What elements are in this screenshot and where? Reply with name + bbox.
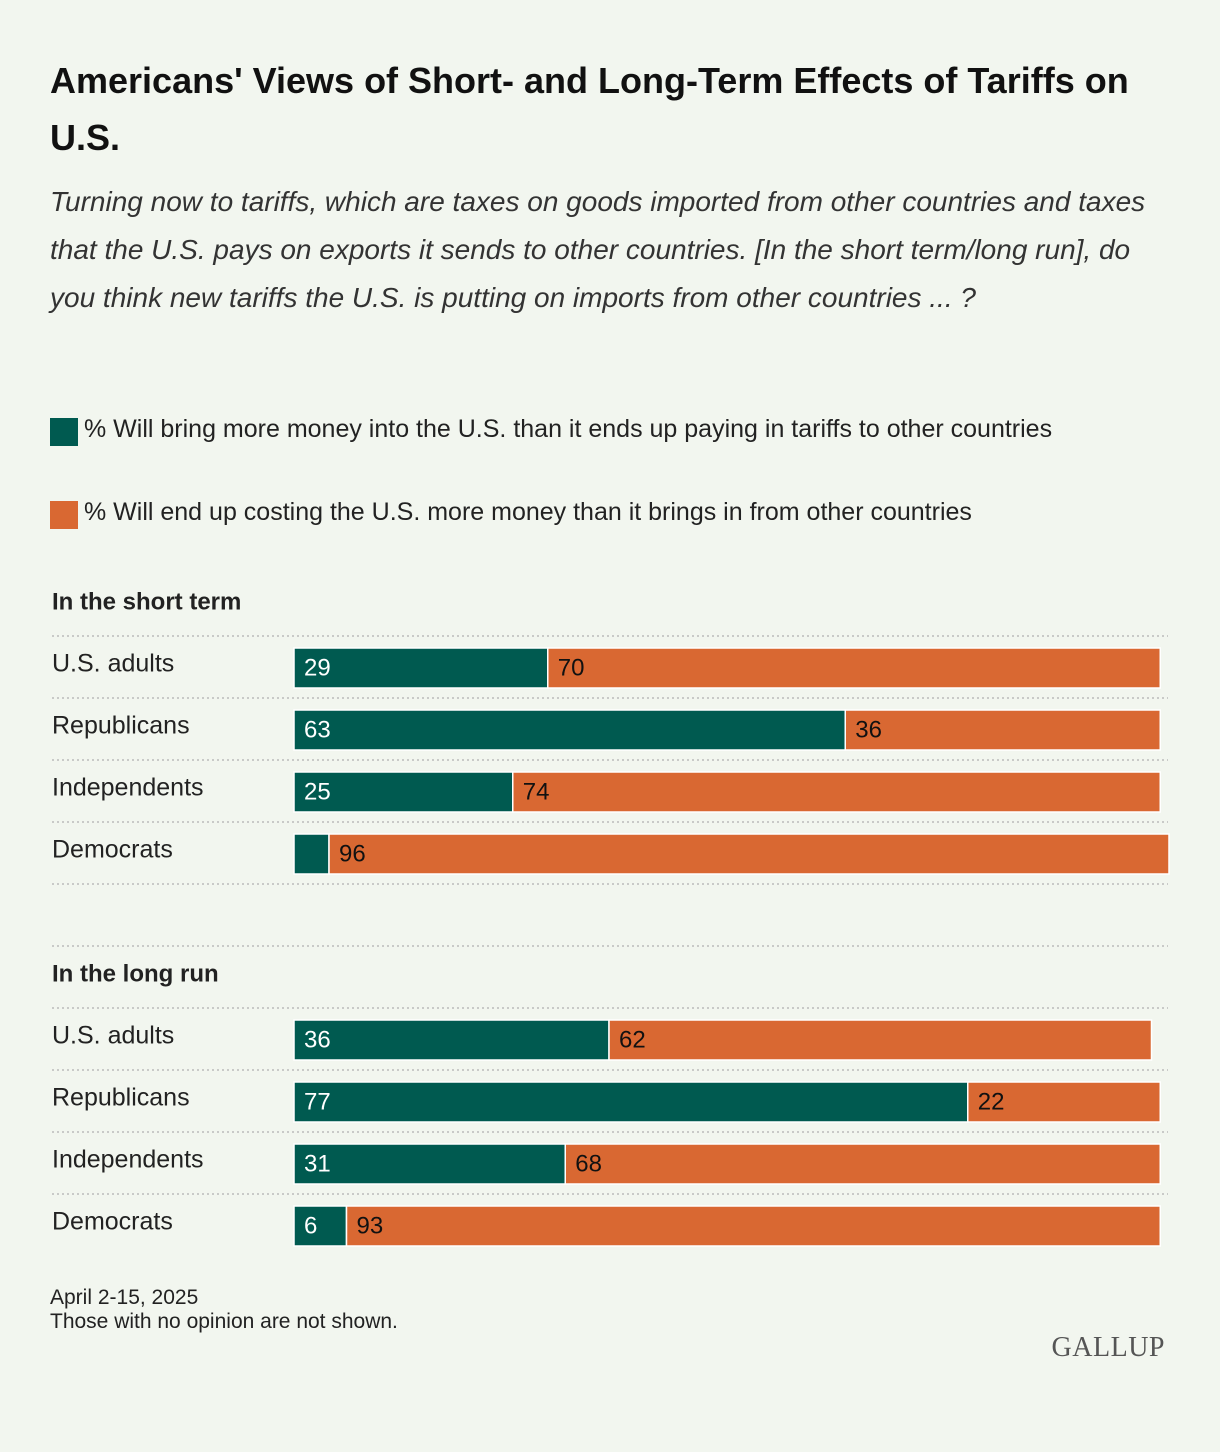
category-label: Democrats (52, 1208, 173, 1236)
bar-segment (564, 1143, 1161, 1185)
subtitle: Turning now to tariffs, which are taxes … (50, 186, 1146, 313)
bar-segment (512, 771, 1161, 813)
bar-segment (293, 1019, 610, 1061)
bar-segment (293, 1081, 969, 1123)
bar-segment (345, 1205, 1161, 1247)
bar-segment (293, 709, 846, 751)
logo: GALLUP (1051, 1332, 1165, 1363)
note: April 2-15, 2025 (50, 1286, 199, 1309)
value-label: 6 (304, 1212, 317, 1239)
category-label: Independents (52, 1146, 204, 1174)
value-label: 25 (304, 778, 331, 805)
category-label: Republicans (52, 712, 190, 740)
bar-segment (293, 1143, 566, 1185)
legend-swatch (50, 501, 78, 529)
category-label: U.S. adults (52, 650, 174, 678)
category-label: Independents (52, 774, 204, 802)
value-label: 68 (575, 1150, 602, 1177)
bar-segment (293, 833, 330, 875)
bar-segment (844, 709, 1161, 751)
value-label: 31 (304, 1150, 331, 1177)
value-label: 93 (357, 1212, 384, 1239)
bar-segment (328, 833, 1170, 875)
value-label: 36 (304, 1026, 331, 1053)
bar-segment (293, 647, 549, 689)
panel-title: In the short term (52, 588, 241, 615)
value-label: 29 (304, 654, 331, 681)
bar-segment (547, 647, 1161, 689)
category-label: Democrats (52, 836, 173, 864)
title: Americans' Views of Short- and Long-Term… (50, 60, 1129, 158)
value-label: 62 (619, 1026, 646, 1053)
value-label: 63 (304, 716, 331, 743)
legend-swatch (50, 418, 78, 446)
value-label: 77 (304, 1088, 331, 1115)
panel-title: In the long run (52, 960, 219, 987)
legend-label: % Will end up costing the U.S. more mone… (84, 498, 972, 526)
category-label: Republicans (52, 1084, 190, 1112)
value-label: 36 (855, 716, 882, 743)
bar-segment (608, 1019, 1153, 1061)
legend-label: % Will bring more money into the U.S. th… (84, 415, 1053, 443)
category-label: U.S. adults (52, 1022, 174, 1050)
value-label: 70 (558, 654, 585, 681)
value-label: 22 (978, 1088, 1005, 1115)
note: Those with no opinion are not shown. (50, 1310, 398, 1333)
value-label: 74 (523, 778, 550, 805)
bar-segment (967, 1081, 1161, 1123)
value-label: 96 (339, 840, 366, 867)
bar-segment (293, 1205, 348, 1247)
